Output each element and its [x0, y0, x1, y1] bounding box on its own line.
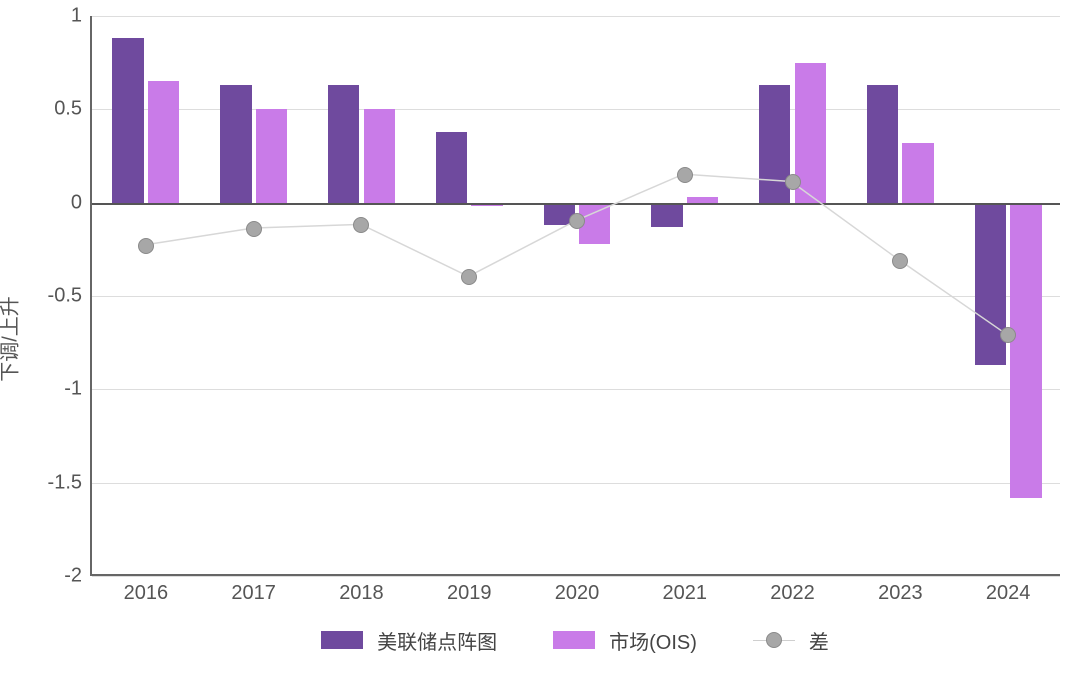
legend-swatch-difference [753, 631, 795, 649]
difference-marker [892, 253, 908, 269]
x-tick-label: 2017 [231, 574, 276, 605]
y-tick-label: 0.5 [54, 98, 92, 121]
y-tick-label: -0.5 [48, 285, 92, 308]
y-tick-label: -2 [64, 565, 92, 588]
difference-marker [569, 213, 585, 229]
difference-marker [785, 174, 801, 190]
legend-item-difference: 差 [753, 626, 829, 655]
x-tick-label: 2019 [447, 574, 492, 605]
y-tick-label: -1.5 [48, 471, 92, 494]
legend: 美联储点阵图 市场(OIS) 差 [90, 620, 1060, 660]
y-axis-title: 下调/上升 [0, 296, 23, 382]
difference-marker [138, 238, 154, 254]
plot-area: 10.50-0.5-1-1.5-220162017201820192020202… [90, 16, 1060, 576]
difference-line [146, 174, 1006, 334]
legend-label-difference: 差 [809, 626, 829, 655]
x-tick-label: 2023 [878, 574, 923, 605]
x-tick-label: 2021 [663, 574, 708, 605]
x-tick-label: 2024 [986, 574, 1031, 605]
difference-marker [677, 167, 693, 183]
difference-marker [246, 221, 262, 237]
x-tick-label: 2016 [124, 574, 169, 605]
y-tick-label: 1 [71, 5, 92, 28]
difference-marker [353, 217, 369, 233]
difference-line-layer [92, 16, 1060, 574]
legend-item-fed-dot-plot: 美联储点阵图 [321, 626, 497, 655]
x-tick-label: 2022 [770, 574, 815, 605]
legend-label-fed-dot-plot: 美联储点阵图 [377, 626, 497, 655]
legend-swatch-fed-dot-plot [321, 631, 363, 649]
legend-swatch-market-ois [553, 631, 595, 649]
legend-item-market-ois: 市场(OIS) [553, 626, 697, 655]
y-tick-label: -1 [64, 378, 92, 401]
legend-label-market-ois: 市场(OIS) [609, 626, 697, 655]
chart-container: 下调/上升 10.50-0.5-1-1.5-220162017201820192… [0, 0, 1080, 678]
y-tick-label: 0 [71, 191, 92, 214]
difference-marker [1000, 327, 1016, 343]
difference-marker [461, 269, 477, 285]
x-tick-label: 2018 [339, 574, 384, 605]
x-tick-label: 2020 [555, 574, 600, 605]
